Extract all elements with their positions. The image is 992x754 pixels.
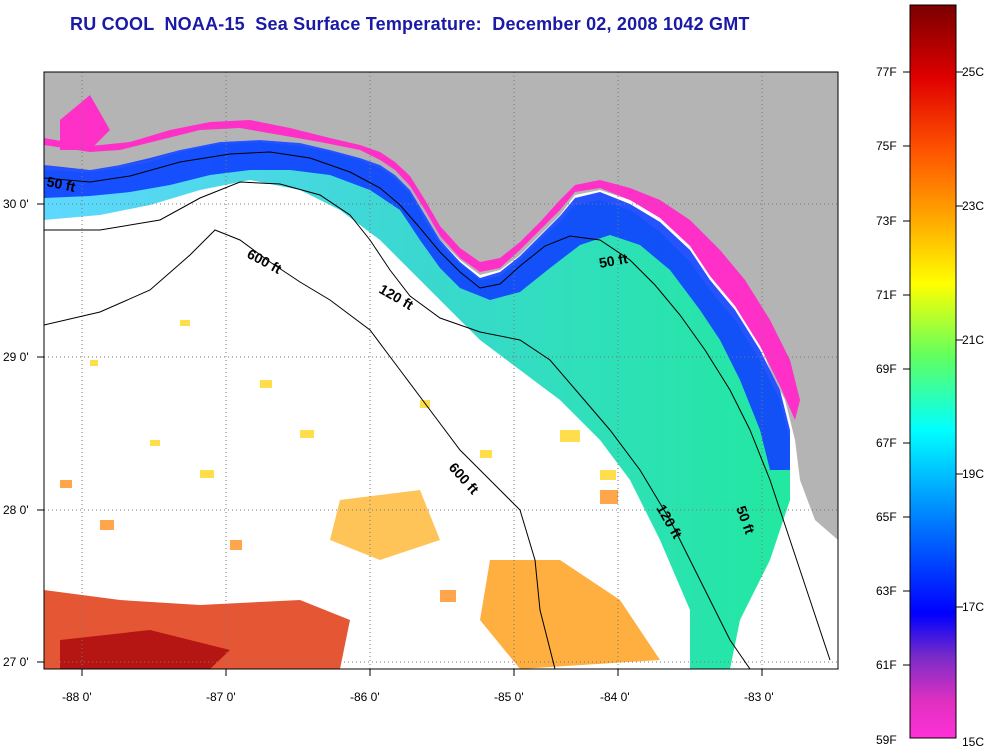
colorbar-scale xyxy=(909,4,957,739)
colorbar-f-label: 73F xyxy=(876,214,897,228)
colorbar-f-label: 59F xyxy=(876,733,897,747)
colorbar-c-label: 19C xyxy=(962,467,985,481)
colorbar-f-label: 65F xyxy=(876,510,897,524)
colorbar-c-label: 15C xyxy=(962,735,985,749)
colorbar-c-label: 21C xyxy=(962,333,985,347)
lon-label: -86 0' xyxy=(350,690,380,704)
colorbar-f-label: 77F xyxy=(876,65,897,79)
lat-label: 30 0' xyxy=(3,197,29,211)
colorbar-f-label: 69F xyxy=(876,362,897,376)
contour-50ft xyxy=(44,151,831,661)
lat-label: 28 0' xyxy=(3,503,29,517)
land-mass xyxy=(44,72,838,540)
colorbar-f-label: 63F xyxy=(876,584,897,598)
colorbar-f-label: 61F xyxy=(876,658,897,672)
lat-label: 29 0' xyxy=(3,350,29,364)
contour-label: 50 ft xyxy=(45,173,77,195)
contour-120ft xyxy=(44,181,751,669)
lon-label: -84 0' xyxy=(600,690,630,704)
lon-label: -83 0' xyxy=(744,690,774,704)
colorbar-f-label: 67F xyxy=(876,436,897,450)
colorbar-c-label: 23C xyxy=(962,199,985,213)
lon-label: -85 0' xyxy=(494,690,524,704)
colorbar-f-label: 71F xyxy=(876,288,897,302)
shelf-water xyxy=(44,142,790,669)
lon-label: -88 0' xyxy=(62,690,92,704)
lon-label: -87 0' xyxy=(206,690,236,704)
colorbar-c-label: 25C xyxy=(962,65,985,79)
colorbar-c-label: 17C xyxy=(962,600,985,614)
map-title: RU COOL NOAA-15 Sea Surface Temperature:… xyxy=(70,14,750,34)
contour-600ft xyxy=(44,229,556,669)
colorbar-f-label: 75F xyxy=(876,139,897,153)
contour-label: 50 ft xyxy=(598,250,629,271)
lat-label: 27 0' xyxy=(3,655,29,669)
